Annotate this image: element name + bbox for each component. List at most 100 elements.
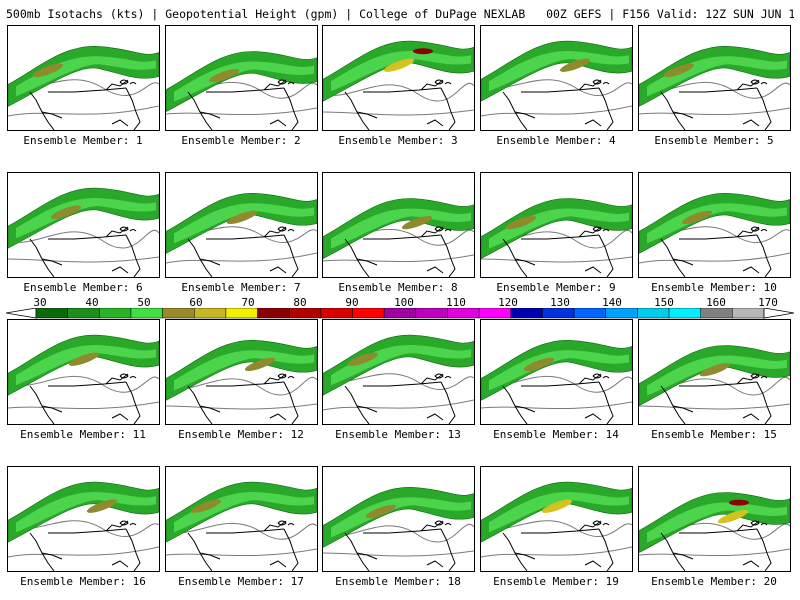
great-lakes	[592, 226, 610, 232]
jet-band-mid	[647, 502, 787, 543]
map-panel	[323, 198, 474, 277]
colorbar-tick-label: 30	[33, 296, 47, 309]
ensemble-panel	[165, 466, 318, 572]
map-panel	[8, 334, 159, 424]
colorbar-segment	[668, 308, 701, 319]
jet-core	[699, 362, 731, 377]
jet-max	[729, 499, 749, 506]
jet-band-mid	[647, 203, 787, 244]
great-lakes	[750, 373, 768, 379]
jet-core	[86, 499, 118, 513]
header-title: 500mb Isotachs (kts) | Geopotential Heig…	[6, 6, 794, 22]
map-panel	[639, 46, 790, 130]
colorbar-low-arrow	[6, 308, 37, 319]
height-contour	[323, 83, 474, 102]
great-lakes	[434, 520, 452, 526]
jet-band-mid	[16, 56, 156, 97]
colorbar-segment	[510, 308, 543, 319]
coastline	[502, 226, 614, 277]
jet-band-mid	[174, 61, 314, 102]
coastline	[660, 79, 772, 130]
jet-band-outer	[323, 487, 474, 548]
jet-band-mid	[16, 492, 156, 533]
map-panel	[639, 193, 790, 277]
ensemble-panel	[322, 25, 475, 131]
member-label: Ensemble Member: 12	[178, 428, 304, 441]
jet-band-outer	[639, 345, 790, 406]
jet-max	[413, 48, 433, 55]
member-label: Ensemble Member: 20	[651, 575, 777, 588]
jet-band-mid	[174, 492, 314, 533]
coastline	[344, 79, 456, 130]
ensemble-panel	[480, 172, 633, 278]
colorbar-tick-label: 50	[137, 296, 151, 309]
height-contour	[166, 403, 317, 410]
product-title: 500mb Isotachs (kts) | Geopotential Heig…	[6, 7, 526, 21]
ensemble-panel	[7, 172, 160, 278]
great-lakes	[750, 226, 768, 232]
jet-core	[383, 58, 415, 72]
colorbar-tick-label: 140	[602, 296, 622, 309]
ensemble-panel	[638, 172, 791, 278]
height-contour	[8, 546, 159, 558]
coastline	[29, 79, 141, 130]
map-panel	[481, 481, 632, 571]
coastline	[29, 226, 141, 277]
colorbar-tick-label: 100	[394, 296, 414, 309]
great-lakes	[277, 520, 295, 526]
colorbar-segment	[194, 308, 227, 319]
member-label: Ensemble Member: 17	[178, 575, 304, 588]
great-lakes	[119, 226, 137, 232]
colorbar-tick-label: 90	[345, 296, 359, 309]
colorbar-segment	[352, 308, 385, 319]
height-contour	[481, 105, 632, 117]
ensemble-panel	[638, 466, 791, 572]
great-lakes	[592, 79, 610, 85]
colorbar-segment	[288, 308, 322, 319]
colorbar-segment	[320, 308, 353, 319]
jet-band-mid	[489, 350, 629, 391]
member-label: Ensemble Member: 7	[181, 281, 301, 294]
colorbar-segment	[257, 308, 290, 319]
coastline	[29, 520, 141, 571]
colorbar-segment	[700, 308, 733, 319]
height-contour	[323, 399, 474, 411]
coastline	[187, 373, 299, 424]
coastline	[187, 79, 299, 130]
map-panel	[323, 334, 474, 424]
jet-band-mid	[331, 497, 471, 538]
great-lakes	[119, 79, 137, 85]
great-lakes	[277, 373, 295, 379]
member-label: Ensemble Member: 2	[181, 134, 301, 147]
ensemble-panel	[480, 319, 633, 425]
great-lakes	[277, 226, 295, 232]
great-lakes	[434, 373, 452, 379]
height-contour	[166, 252, 317, 264]
map-panel	[8, 481, 159, 571]
member-label: Ensemble Member: 1	[23, 134, 143, 147]
jet-band-mid	[489, 208, 629, 249]
colorbar-tick-label: 160	[706, 296, 726, 309]
great-lakes	[592, 373, 610, 379]
jet-band-outer	[166, 51, 317, 112]
jet-band-mid	[174, 203, 314, 244]
jet-band-mid	[647, 355, 787, 396]
colorbar-tick-label: 120	[498, 296, 518, 309]
colorbar-segment	[637, 308, 670, 319]
coastline	[344, 520, 456, 571]
colorbar-segment	[67, 308, 100, 319]
height-contour	[323, 109, 474, 116]
coastline	[344, 226, 456, 277]
jet-band-outer	[166, 340, 317, 401]
great-lakes	[750, 520, 768, 526]
height-contour	[323, 550, 474, 557]
member-label: Ensemble Member: 4	[496, 134, 616, 147]
coastline	[187, 226, 299, 277]
jet-core	[541, 499, 573, 513]
great-lakes	[750, 79, 768, 85]
coastline	[660, 520, 772, 571]
jet-band-mid	[489, 51, 629, 92]
great-lakes	[434, 226, 452, 232]
coastline	[502, 79, 614, 130]
jet-core	[208, 68, 240, 83]
